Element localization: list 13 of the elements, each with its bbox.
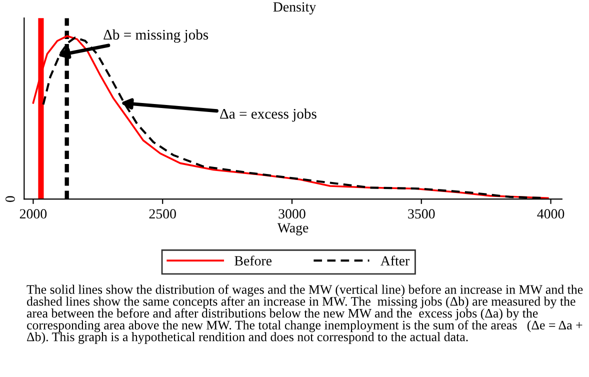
x-tick-label: 4000 xyxy=(537,209,564,219)
legend-label: After xyxy=(380,256,410,266)
x-tick-label: 3000 xyxy=(278,209,306,219)
x-tick-label: 3500 xyxy=(408,209,435,219)
x-axis-title: Wage xyxy=(277,223,308,236)
y-axis-title: Density xyxy=(273,2,316,14)
legend-label: Before xyxy=(234,256,272,266)
annotation: Δa = excess jobs xyxy=(220,108,316,122)
annotation: Δb = missing jobs xyxy=(104,29,208,43)
text: The solid lines show the distribution of wages and the MW (vertical line) before an increase in MW and the dashed lines show the same concepts after an increase in MW. The missing jobs (Δb) are measured by the area between the before and after distributions below the new MW and the excess jobs (Δa) by the corresponding area above the new MW. The total change inemployment is the sum of the areas (Δe = Δa + Δb). This graph is a hypothetical rendition and does not correspond to the actual data. xyxy=(26,284,583,344)
text: 0 xyxy=(6,196,15,202)
x-tick-label: 2500 xyxy=(149,209,176,219)
x-tick-label: 2000 xyxy=(20,209,47,219)
